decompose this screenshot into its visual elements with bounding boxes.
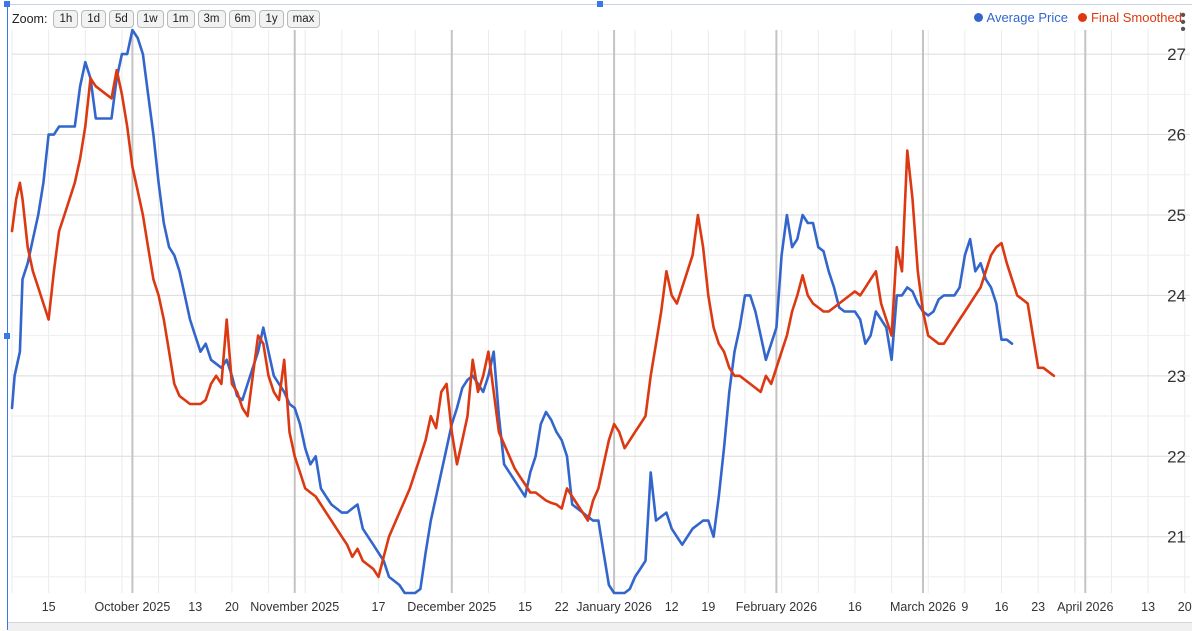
y-axis-ticks: 21 22 23 24 25 26 27	[1167, 45, 1186, 547]
x-tick-label: 20	[1178, 600, 1192, 614]
x-axis-ticks: 15 October 2025 13 20 November 2025 17 Decembe…	[42, 600, 1192, 614]
zoom-6m-button[interactable]: 6m	[228, 10, 257, 28]
zoom-1d-button[interactable]: 1d	[81, 10, 107, 28]
zoom-1h-button[interactable]: 1h	[53, 10, 79, 28]
series-line-average-price	[10, 28, 1014, 595]
legend: Average Price Final Smoothed	[973, 10, 1182, 25]
zoom-1m-button[interactable]: 1m	[166, 10, 195, 28]
x-tick-label: 12	[665, 600, 679, 614]
x-tick-label: 9	[961, 600, 968, 614]
zoom-label: Zoom:	[12, 12, 48, 26]
resize-handle-top[interactable]	[597, 1, 603, 7]
resize-handle-left[interactable]	[4, 333, 10, 339]
x-tick-label: January 2026	[576, 600, 652, 614]
zoom-1w-button[interactable]: 1w	[136, 10, 164, 28]
x-tick-label: 17	[372, 600, 386, 614]
zoom-5d-button[interactable]: 5d	[109, 10, 134, 28]
resize-handle-top-left[interactable]	[4, 1, 10, 7]
zoom-3m-button[interactable]: 3m	[197, 10, 226, 28]
range-scrollbar[interactable]	[8, 622, 1192, 631]
series-layer	[10, 28, 1056, 595]
zoom-1y-button[interactable]: 1y	[259, 10, 284, 28]
x-tick-label: 13	[188, 600, 202, 614]
x-tick-label: April 2026	[1057, 600, 1113, 614]
y-tick-label: 22	[1167, 447, 1186, 466]
x-tick-label: December 2025	[407, 600, 496, 614]
legend-item-average-price[interactable]: Average Price	[973, 10, 1068, 25]
x-tick-label: 15	[518, 600, 532, 614]
x-tick-label: 19	[701, 600, 715, 614]
y-tick-label: 23	[1167, 367, 1186, 386]
x-tick-label: 16	[995, 600, 1009, 614]
series-line-final-smoothed	[10, 68, 1056, 579]
y-tick-label: 24	[1167, 286, 1186, 305]
y-tick-label: 21	[1167, 528, 1186, 547]
y-tick-label: 27	[1167, 45, 1186, 64]
x-tick-label: November 2025	[250, 600, 339, 614]
zoom-max-button[interactable]: max	[286, 10, 321, 28]
x-tick-label: 23	[1031, 600, 1045, 614]
zoom-bar: Zoom: 1h 1d 5d 1w 1m 3m 6m 1y max	[12, 10, 321, 28]
x-tick-label: 22	[555, 600, 569, 614]
legend-label: Average Price	[986, 10, 1068, 25]
grid-lines	[11, 30, 1190, 593]
legend-dot-icon	[1077, 13, 1087, 22]
x-tick-label: March 2026	[890, 600, 956, 614]
legend-label: Final Smoothed	[1090, 10, 1182, 25]
y-tick-label: 26	[1167, 126, 1186, 145]
legend-dot-icon	[973, 13, 983, 22]
vertical-dots-icon[interactable]: • • •	[1180, 7, 1186, 38]
x-tick-label: 16	[848, 600, 862, 614]
legend-item-final-smoothed[interactable]: Final Smoothed	[1077, 10, 1182, 25]
x-tick-label: 15	[42, 600, 56, 614]
x-tick-label: October 2025	[95, 600, 171, 614]
y-tick-label: 25	[1167, 206, 1186, 225]
x-tick-label: February 2026	[736, 600, 817, 614]
x-tick-label: 13	[1141, 600, 1155, 614]
x-tick-label: 20	[225, 600, 239, 614]
